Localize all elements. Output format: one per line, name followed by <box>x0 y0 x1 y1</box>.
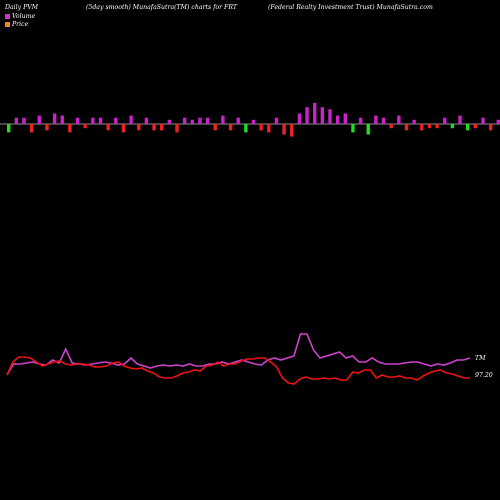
pvm-bar <box>205 117 210 124</box>
pvm-bar <box>91 117 95 124</box>
legend-volume: Volume <box>5 13 35 20</box>
pvm-bar <box>37 115 41 124</box>
pvm-bar <box>129 115 133 124</box>
pvm-bar <box>488 124 493 131</box>
pvm-bar <box>274 117 279 124</box>
legend-volume-swatch <box>5 14 10 19</box>
pvm-bar <box>435 124 439 129</box>
pvm-bar <box>443 117 447 124</box>
pvm-bar <box>328 109 332 124</box>
pvm-bar <box>358 117 363 124</box>
pvm-bar <box>52 113 57 124</box>
pvm-bar <box>7 124 11 133</box>
pvm-bar <box>320 107 325 124</box>
pvm-bar <box>458 115 462 124</box>
pvm-bar <box>106 124 110 131</box>
pvm-bar <box>290 124 294 137</box>
pvm-line <box>6 333 471 376</box>
pvm-bar <box>29 124 34 133</box>
pvm-bar <box>466 124 470 131</box>
pvm-bar <box>137 124 141 131</box>
pvm-bar <box>389 124 393 129</box>
pvm-bar <box>198 117 202 124</box>
pvm-bar <box>182 117 187 124</box>
pvm-bar <box>473 124 478 129</box>
legend-price: Price <box>5 21 28 28</box>
pvm-bar <box>397 115 401 124</box>
pvm-bar <box>83 124 87 129</box>
pvm-bar <box>190 119 194 124</box>
pvm-bar <box>121 124 126 133</box>
pvm-bar <box>14 117 19 124</box>
pvm-bar <box>68 124 72 133</box>
pvm-bar <box>114 117 118 124</box>
pvm-bar <box>267 124 271 133</box>
pvm-bar <box>75 117 80 124</box>
pvm-bar <box>221 115 225 124</box>
pvm-bar <box>496 119 500 124</box>
pvm-end-label: TM <box>475 355 486 362</box>
pvm-bar <box>160 124 164 131</box>
header-right: (Federal Realty Investment Trust) Munafa… <box>268 4 433 11</box>
pvm-bar <box>213 124 217 131</box>
pvm-bar <box>481 117 485 124</box>
pvm-bar <box>374 115 378 124</box>
price-line <box>6 356 470 385</box>
pvm-bar <box>175 124 179 133</box>
pvm-bar <box>244 124 248 133</box>
pvm-bar <box>305 107 309 124</box>
price-end-label: 97.20 <box>475 372 493 379</box>
pvm-bar <box>22 117 26 124</box>
pvm-bar <box>251 119 256 124</box>
header-center: (5day smooth) MunafaSutra(TM) charts for… <box>86 4 238 11</box>
pvm-bar <box>420 124 424 131</box>
pvm-bar <box>45 124 49 131</box>
pvm-bar <box>282 124 286 135</box>
pvm-bar <box>144 117 149 124</box>
pvm-bar <box>412 119 416 124</box>
pvm-bar <box>297 113 302 124</box>
pvm-bar <box>351 124 355 133</box>
pvm-bar <box>167 119 172 124</box>
legend-volume-label: Volume <box>12 13 36 20</box>
legend-price-swatch <box>5 22 10 27</box>
pvm-bar <box>404 124 409 131</box>
pvm-bar <box>236 117 240 124</box>
legend-price-label: Price <box>12 21 29 28</box>
pvm-bar <box>259 124 263 131</box>
pvm-bar <box>60 115 64 124</box>
pvm-bar <box>381 117 386 124</box>
pvm-bar <box>427 124 432 129</box>
pvm-bar <box>98 117 103 124</box>
pvm-bar <box>366 124 370 135</box>
pvm-bar <box>343 113 347 124</box>
pvm-bar <box>450 124 455 129</box>
pvm-bar <box>335 115 340 124</box>
pvm-bar <box>152 124 156 131</box>
pvm-bar <box>228 124 233 131</box>
pvm-bar <box>313 103 317 124</box>
header-left: Daily PVM <box>5 4 39 11</box>
